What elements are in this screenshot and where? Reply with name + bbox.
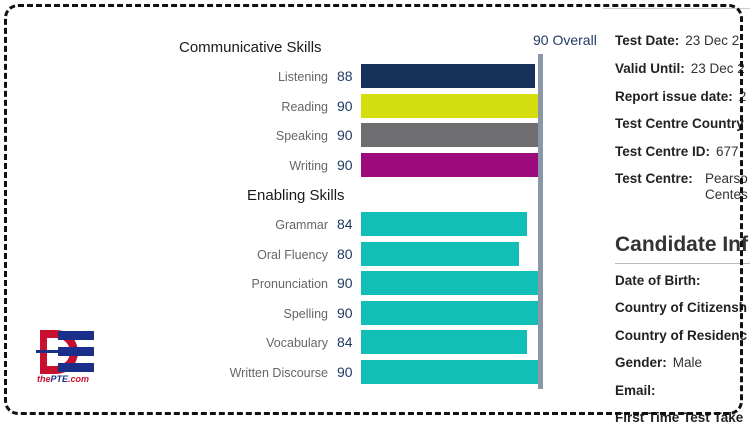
skill-bar	[361, 271, 539, 295]
gender-value: Male	[672, 355, 703, 370]
test-centre-id: Test Centre ID: 677	[615, 144, 739, 159]
skill-score: 84	[337, 334, 353, 350]
report-issue-date: Report issue date: 2	[615, 89, 747, 104]
skill-score: 84	[337, 216, 353, 232]
valid-until: Valid Until: 23 Dec 2	[615, 61, 745, 76]
candidate-info-heading: Candidate Inf	[615, 233, 749, 256]
candidate-divider	[615, 263, 750, 264]
enabling-skills-heading: Enabling Skills	[247, 187, 345, 204]
skill-bar	[361, 93, 539, 118]
thepte-logo-icon	[36, 330, 94, 374]
skill-label: Speaking	[275, 129, 328, 143]
test-centre-country: Test Centre Country	[615, 116, 744, 131]
skill-bar	[361, 241, 519, 266]
skill-label: Listening	[277, 70, 328, 84]
communicative-skills-heading: Communicative Skills	[179, 39, 322, 56]
skill-score: 90	[337, 127, 353, 143]
test-centre-label: Test Centre:	[615, 171, 693, 186]
test-date: Test Date: 23 Dec 2	[615, 33, 740, 48]
skill-label: Written Discourse	[229, 365, 328, 380]
skill-label: Oral Fluency	[257, 247, 328, 262]
test-date-value: 23 Dec 2	[685, 33, 740, 48]
first-time-label: First Time Test Take	[615, 410, 744, 422]
gender: Gender: Male	[615, 355, 703, 370]
test-centre-value: Pearso Centes	[705, 171, 748, 202]
skill-label: Grammar	[275, 218, 328, 232]
skill-label: Pronunciation	[251, 277, 328, 291]
skill-score: 90	[337, 275, 353, 291]
skill-bar	[361, 152, 539, 177]
skill-score: 90	[337, 97, 353, 114]
test-centre-id-value: 677	[716, 144, 739, 159]
skill-bar	[361, 300, 539, 325]
residence-label: Country of Residenc	[615, 328, 748, 343]
top-divider	[603, 8, 750, 9]
skill-label: Spelling	[283, 306, 328, 321]
overall-score-line	[538, 54, 543, 389]
skill-score: 90	[337, 363, 353, 380]
email-label: Email:	[615, 383, 656, 398]
skill-label: Reading	[281, 99, 328, 114]
report-issue-value: 2	[738, 89, 747, 104]
skill-score: 90	[337, 304, 353, 321]
skill-score: 80	[337, 245, 353, 262]
skill-bar	[361, 212, 527, 236]
skill-label: Writing	[289, 158, 328, 173]
citizenship-label: Country of Citizensh	[615, 300, 747, 315]
logo-text: thePTE.com	[37, 374, 90, 384]
overall-score-label: 90 Overall	[533, 32, 597, 48]
skill-score: 90	[337, 156, 353, 173]
date-of-birth-label: Date of Birth:	[615, 273, 701, 288]
skill-bar	[361, 359, 539, 384]
skill-bar	[361, 64, 535, 88]
valid-until-value: 23 Dec 2	[690, 61, 745, 76]
skill-bar	[361, 330, 527, 354]
skill-score: 88	[337, 68, 353, 84]
skill-bar	[361, 123, 539, 147]
skill-label: Vocabulary	[266, 336, 328, 350]
